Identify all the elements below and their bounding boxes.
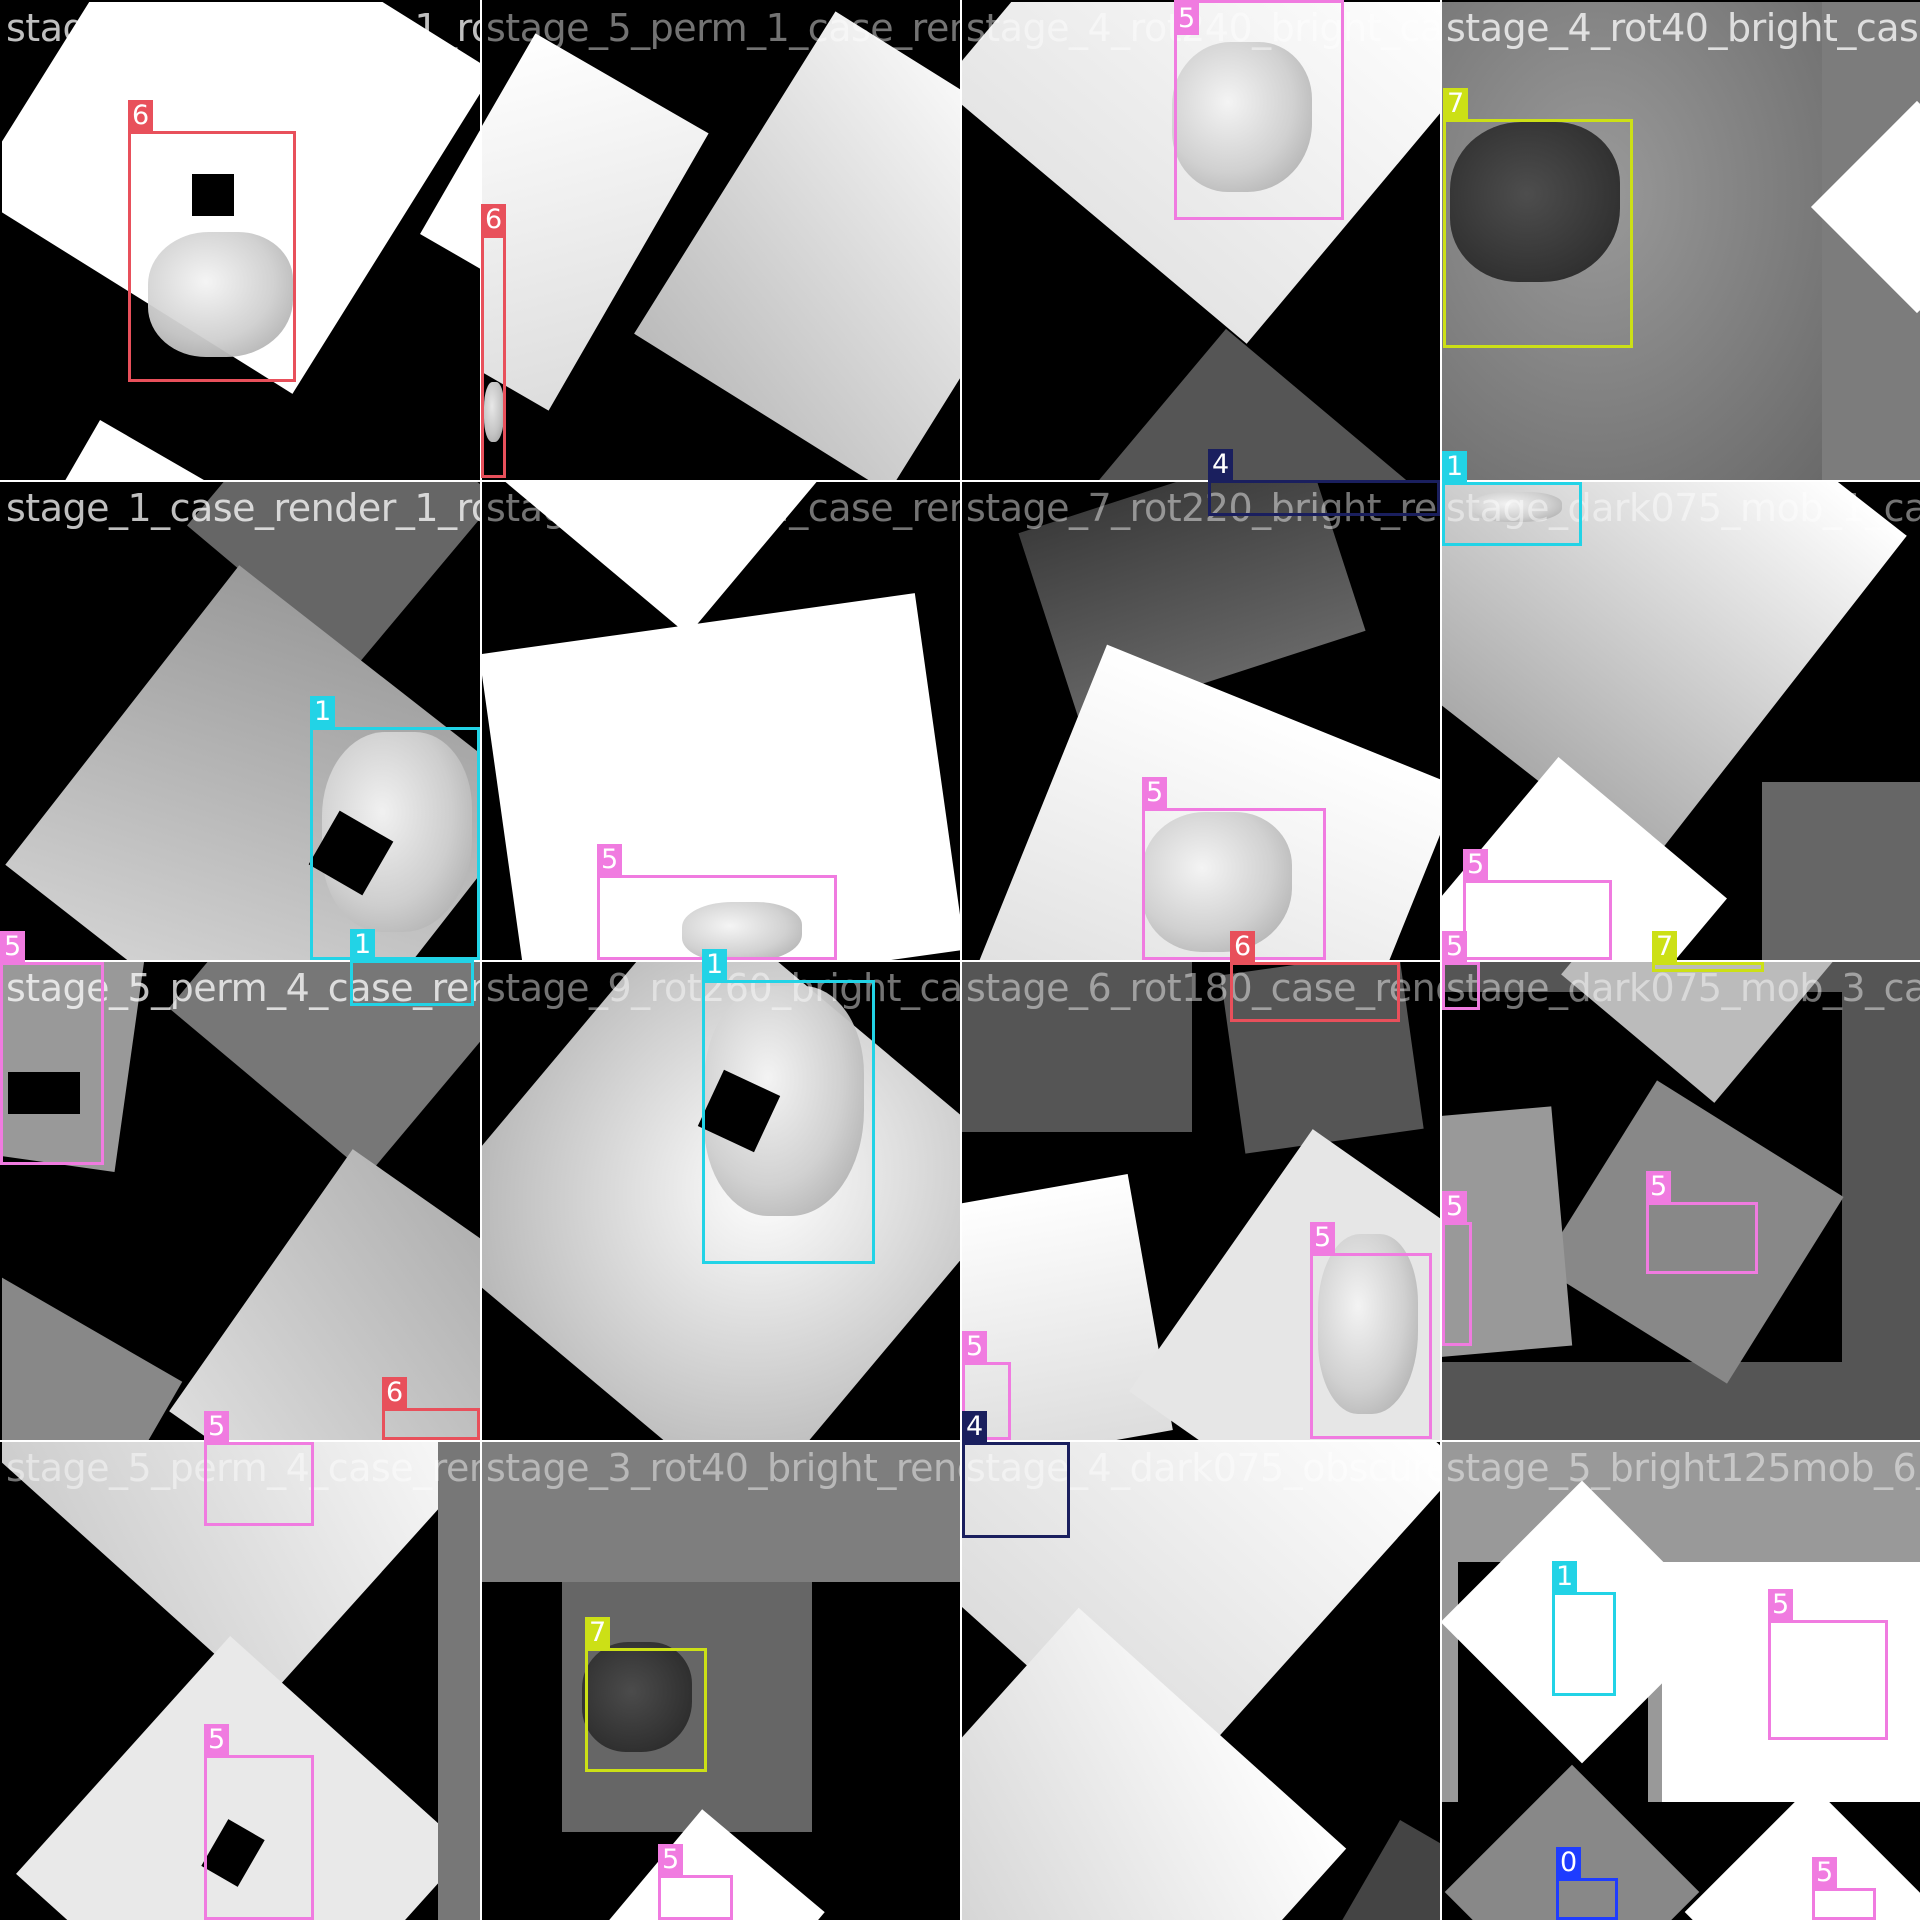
mosaic-tile-14: stage_3_rot40_bright_render_5_rot <box>482 1442 960 1920</box>
mosaic-tile-8: stage_dark075_mob_1_case_render <box>1442 482 1920 960</box>
mosaic-tile-1: stage_6_case_render_1_rot300_bright125mo… <box>2 2 480 480</box>
mosaic-tile-5: stage_1_case_render_1_rot320_obscure.jpg… <box>2 482 480 960</box>
mosaic-tile-9: stage_5_perm_4_case_render <box>2 962 480 1440</box>
mosaic-tile-12: stage_dark075_mob_3_case_render <box>1442 962 1920 1440</box>
mosaic-tile-10: stage_9_rot260_bright_case_render <box>482 962 960 1440</box>
mosaic-tile-13: stage_5_perm_4_case_render <box>2 1442 480 1920</box>
mosaic-tile-3: stage_4_rot240_bright_case_render <box>962 2 1440 480</box>
mosaic-tile-15: stage_4_dark075_obscure_render_4_rot <box>962 1442 1440 1920</box>
mosaic-tile-16: stage_5_bright125mob_6_case_render <box>1442 1442 1920 1920</box>
mosaic-tile-7: stage_7_rot220_bright_render_9_rot <box>962 482 1440 960</box>
mosaic-cell-title: stage_3_rot40_bright_render_5_rot <box>486 1446 960 1490</box>
mosaic-tile-2: stage_5_perm_1_case_render <box>482 2 960 480</box>
mosaic-tile-4: stage_4_rot40_bright_case_render <box>1442 2 1920 480</box>
mosaic-cell-title: stage_5_perm_1_case_render <box>486 6 960 50</box>
mosaic-tile-11: stage_6_rot180_case_render_7_rot <box>962 962 1440 1440</box>
mosaic-tile-6: stage_5_perm_2_case_render <box>482 482 960 960</box>
mosaic-cell-title: stage_5_bright125mob_6_case_render <box>1446 1446 1920 1490</box>
